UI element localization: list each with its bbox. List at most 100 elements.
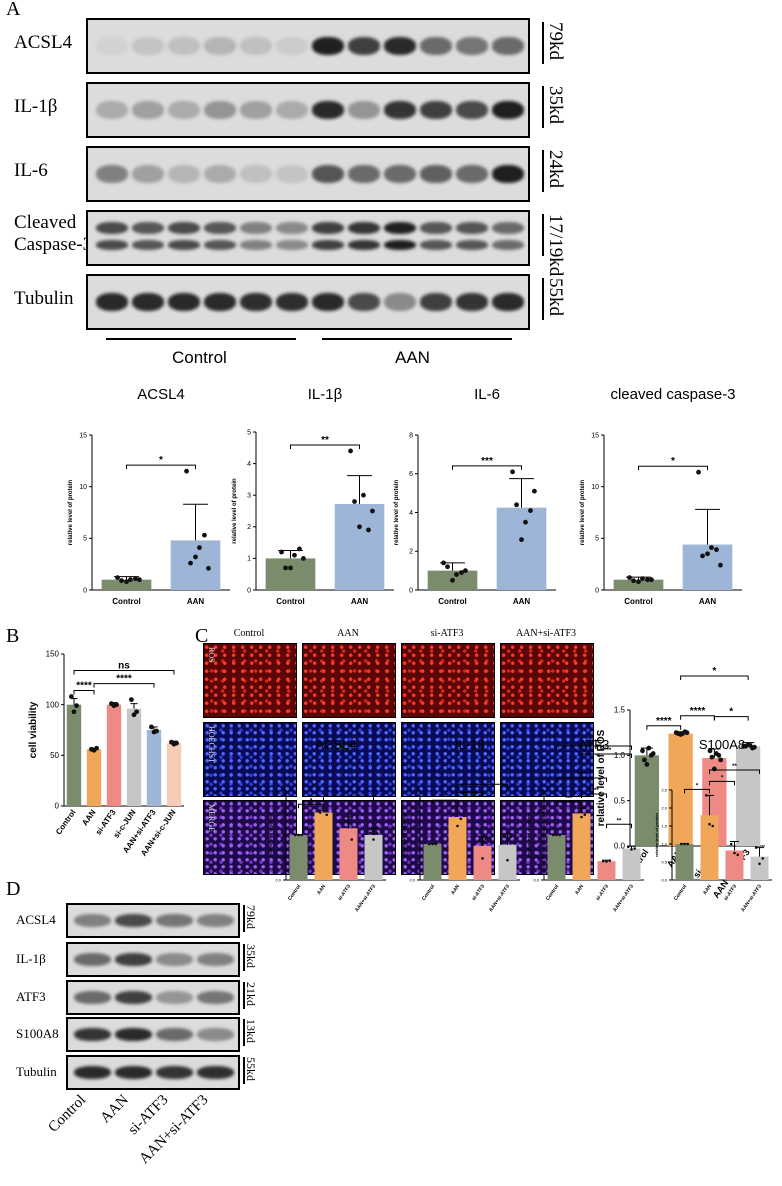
kd-bar xyxy=(243,1019,245,1046)
blot-band xyxy=(312,240,344,250)
bar xyxy=(86,749,102,806)
blot-band xyxy=(384,37,416,55)
y-axis-label: cell viability xyxy=(28,701,39,758)
blot-band xyxy=(156,1066,193,1079)
data-point xyxy=(709,545,714,551)
blot-band xyxy=(240,165,272,183)
panel-letter-a: A xyxy=(6,0,21,20)
blot-band xyxy=(204,101,236,119)
blot-a-label: IL-1β xyxy=(14,96,58,117)
chart-title: ACSL4 xyxy=(315,737,356,752)
x-tick-label: AAN xyxy=(574,883,585,896)
significance-label: ns xyxy=(118,661,130,672)
data-point xyxy=(348,448,353,454)
data-point xyxy=(506,858,509,862)
y-tick-label: 0.0 xyxy=(275,877,281,882)
data-point xyxy=(718,562,723,568)
y-tick-label: 50 xyxy=(50,751,59,760)
data-point xyxy=(636,579,641,585)
x-tick-label: AAN+si-ATF3 xyxy=(354,884,377,914)
control-group-line xyxy=(106,338,296,340)
x-tick-label: AAN xyxy=(316,883,327,896)
x-tick-label: AAN xyxy=(699,597,717,606)
blot-band xyxy=(420,293,452,311)
data-point xyxy=(700,553,705,559)
blot-band xyxy=(132,222,164,234)
blot-band xyxy=(74,1066,111,1079)
significance-bracket xyxy=(452,465,522,470)
data-point xyxy=(519,537,524,543)
data-point xyxy=(325,813,329,817)
y-tick-label: 2.0 xyxy=(409,805,415,810)
blot-band xyxy=(115,991,152,1004)
significance-label: ** xyxy=(732,764,737,770)
blot-d-label: S100A8 xyxy=(16,1026,59,1041)
significance-bracket xyxy=(73,690,95,695)
data-point xyxy=(202,532,207,538)
y-axis-label: relative level of protein xyxy=(268,813,273,857)
significance-bracket xyxy=(709,780,735,786)
blot-band xyxy=(197,1028,234,1041)
bar xyxy=(725,850,744,880)
data-point xyxy=(645,577,650,583)
significance-label: * xyxy=(481,778,484,784)
blot-a-label: IL-6 xyxy=(14,160,48,181)
y-tick-label: 6 xyxy=(409,471,413,478)
blot-band xyxy=(492,240,524,250)
y-tick-label: 5 xyxy=(83,536,87,543)
data-point xyxy=(452,804,456,808)
blot-d-strip xyxy=(66,1017,240,1052)
y-tick-label: 4 xyxy=(247,461,251,468)
data-point xyxy=(184,468,189,474)
y-tick-label: 1.5 xyxy=(661,823,667,828)
x-tick-label: AAN+si-ATF3 xyxy=(488,884,511,914)
data-point xyxy=(642,757,647,763)
data-point xyxy=(137,577,142,583)
bar xyxy=(170,540,221,590)
chart-title: cleaved caspase-3 xyxy=(610,386,735,403)
blot-band xyxy=(276,165,308,183)
aan-group-line xyxy=(322,338,512,340)
significance-label: *** xyxy=(481,456,493,467)
significance-label: **** xyxy=(577,772,587,778)
data-point xyxy=(743,743,749,749)
y-tick-label: 10 xyxy=(79,484,87,491)
data-point xyxy=(445,564,450,570)
data-point xyxy=(454,572,459,577)
blot-band xyxy=(156,914,193,927)
blot-band xyxy=(456,293,488,311)
blot-band xyxy=(74,953,111,966)
data-point xyxy=(128,577,133,583)
x-tick-label: AAN xyxy=(450,883,461,896)
data-point xyxy=(343,820,347,823)
y-axis-label: relative level of protein xyxy=(580,479,586,545)
x-tick-label: AAN xyxy=(80,808,97,828)
y-axis-label: relative level of protein xyxy=(68,479,74,545)
y-tick-label: 5 xyxy=(247,429,251,436)
bar xyxy=(498,844,517,880)
significance-bracket xyxy=(73,670,175,675)
data-point xyxy=(761,857,765,860)
x-tick-label: si-ATF3 xyxy=(337,884,352,902)
data-point xyxy=(551,833,555,837)
blot-band xyxy=(312,37,344,55)
y-tick-label: 0 xyxy=(409,587,413,594)
blot-band xyxy=(276,37,308,55)
bar xyxy=(735,746,761,846)
x-tick-label: Control xyxy=(54,808,78,836)
blot-band xyxy=(132,101,164,119)
significance-bracket xyxy=(126,464,196,470)
data-point xyxy=(514,502,519,508)
blot-band xyxy=(384,165,416,183)
y-tick-label: 0.5 xyxy=(409,859,415,864)
blot-band xyxy=(204,293,236,311)
data-point xyxy=(576,806,580,810)
blot-band xyxy=(456,240,488,250)
data-point xyxy=(174,740,179,746)
blot-a-label: Tubulin xyxy=(14,288,74,309)
bar xyxy=(622,848,641,880)
data-point xyxy=(708,822,711,826)
x-tick-label: Control xyxy=(112,597,140,606)
blot-band xyxy=(132,240,164,250)
